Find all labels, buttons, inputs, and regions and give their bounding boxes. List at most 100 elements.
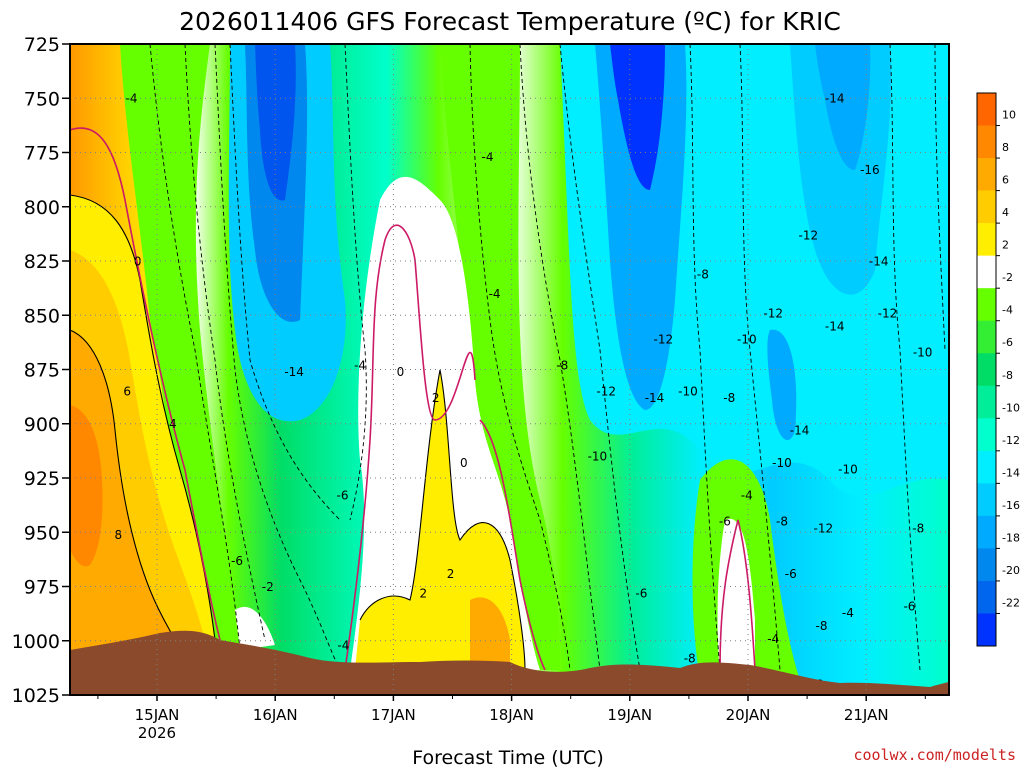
colorbar-segment xyxy=(977,385,996,419)
warm-region-15jan-peak xyxy=(70,405,103,567)
contour-label: -16 xyxy=(860,163,880,177)
cold-core-21jan-deep xyxy=(815,44,871,170)
x-tick-label: 20JAN xyxy=(726,706,771,724)
colorbar-segment xyxy=(977,320,996,354)
contour-label: 8 xyxy=(115,528,123,542)
y-tick-label: 975 xyxy=(24,577,60,599)
y-tick-label: 925 xyxy=(24,468,60,490)
y-tick-label: 825 xyxy=(24,251,60,273)
colorbar-segment xyxy=(977,158,996,191)
y-tick-label: 1000 xyxy=(12,631,60,653)
contour-label: -6 xyxy=(635,586,647,600)
contour-label: 6 xyxy=(123,385,131,399)
contour-label: -4 xyxy=(482,150,494,164)
contour-label: 0 xyxy=(460,456,468,470)
contour-label: -8 xyxy=(684,651,696,665)
warm-region-15jan-core xyxy=(70,330,175,660)
y-tick-label: 750 xyxy=(24,88,60,110)
y-tick-label: 1025 xyxy=(12,685,60,707)
contour-label: -4 xyxy=(126,92,138,106)
contour-label: -10 xyxy=(838,463,858,477)
contour-label: -10 xyxy=(772,456,792,470)
contour-label: -2 xyxy=(262,580,274,594)
y-tick-label: 800 xyxy=(24,197,60,219)
y-tick-label: 850 xyxy=(24,305,60,327)
contour-label: 2 xyxy=(447,567,455,581)
colorbar-segment xyxy=(977,125,996,159)
contour-label: -6 xyxy=(785,567,797,581)
contour-label: -10 xyxy=(678,385,698,399)
contour-label: -6 xyxy=(719,515,731,529)
colorbar-segment xyxy=(977,353,996,387)
x-tick-sublabel: 2026 xyxy=(138,724,176,742)
cold-pocket-20jan xyxy=(767,329,797,440)
contour-label: -6 xyxy=(337,489,349,503)
contour-label: -12 xyxy=(596,385,616,399)
colorbar-label: -4 xyxy=(1002,304,1013,317)
colorbar-segment xyxy=(977,288,996,322)
colorbar-segment xyxy=(977,93,996,126)
warm-region-17jan-core xyxy=(470,597,510,670)
contour-label: -4 xyxy=(337,638,349,652)
colorbar-label: -22 xyxy=(1002,596,1020,609)
contour-label: -10 xyxy=(913,345,933,359)
x-tick-label: 15JAN xyxy=(135,706,180,724)
contour-label: -8 xyxy=(776,515,788,529)
contour-label: 0 xyxy=(397,365,405,379)
zero-contours xyxy=(70,127,756,671)
colorbar-label: -20 xyxy=(1002,564,1020,577)
contour-label: -14 xyxy=(790,424,810,438)
colorbar-frame xyxy=(976,92,997,647)
contour-label: -8 xyxy=(697,267,709,281)
colorbar-segment xyxy=(977,548,996,582)
contour-label: -12 xyxy=(763,306,783,320)
dashed-contours xyxy=(149,44,946,671)
contour-label: 0 xyxy=(134,254,142,268)
contour-label: -12 xyxy=(813,521,833,535)
colorbar-label: -2 xyxy=(1002,271,1013,284)
contour-label: -14 xyxy=(825,92,845,106)
contour-label: -10 xyxy=(737,332,757,346)
colorbar-label: 10 xyxy=(1002,109,1016,122)
colorbar-label: 2 xyxy=(1002,239,1009,252)
grid-lines xyxy=(70,44,949,695)
colorbar-label: -6 xyxy=(1002,336,1013,349)
contour-label: -12 xyxy=(654,332,674,346)
contour-label: -14 xyxy=(825,319,845,333)
y-tick-label: 725 xyxy=(24,34,60,56)
colorbar: 10 8 6 4 2 -2 -4 -6 -8 -10 -12 -14 -16 -18 -20 -22 xyxy=(976,92,1020,647)
contour-label: -12 xyxy=(878,306,898,320)
colorbar-segment xyxy=(977,580,996,614)
contour-label: 2 xyxy=(432,391,440,405)
contour-label: 2 xyxy=(420,586,428,600)
x-tick-label: 16JAN xyxy=(253,706,298,724)
contour-label: -6 xyxy=(903,599,915,613)
colorbar-segment xyxy=(977,450,996,484)
y-tick-label: 900 xyxy=(24,414,60,436)
y-tick-label: 950 xyxy=(24,522,60,544)
contour-label: -14 xyxy=(869,254,889,268)
contour-label: -8 xyxy=(556,359,568,373)
colorbar-label: -12 xyxy=(1002,434,1020,447)
colorbar-label: -14 xyxy=(1002,466,1020,479)
credit-text[interactable]: coolwx.com/modelts xyxy=(853,746,1016,764)
x-tick-label: 18JAN xyxy=(489,706,534,724)
y-tick-label: 775 xyxy=(24,143,60,165)
x-tick-label: 17JAN xyxy=(371,706,416,724)
contour-label: -4 xyxy=(741,489,753,503)
contour-label: -4 xyxy=(767,632,779,646)
colorbar-segment xyxy=(977,190,996,224)
green-band-15jan xyxy=(120,44,240,650)
colorbar-label: -18 xyxy=(1002,531,1020,544)
cold-core-19jan-deepest xyxy=(610,44,665,190)
y-tick-label: 875 xyxy=(24,360,60,382)
contour-label: 4 xyxy=(169,417,177,431)
x-tick-label: 19JAN xyxy=(607,706,652,724)
contour-label: -4 xyxy=(489,287,501,301)
y-axis: 725 750 775 800 825 850 875 900 925 950 975 1000 102… xyxy=(12,34,70,707)
colorbar-label: 6 xyxy=(1002,174,1009,187)
cold-core-19jan-deep xyxy=(595,44,687,410)
x-axis-title: Forecast Time (UTC) xyxy=(412,747,603,768)
